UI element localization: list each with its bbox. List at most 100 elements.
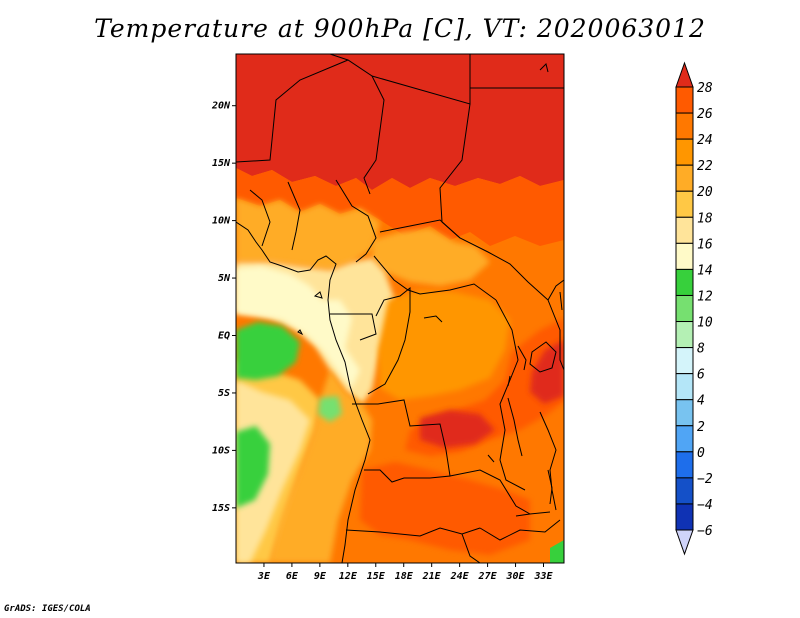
lake-kariba [515, 513, 531, 517]
colorbar-segment [675, 216, 694, 244]
lake-victoria [529, 341, 557, 373]
colorbar-over-arrow [675, 61, 694, 88]
colorbar-label: 14 [697, 263, 713, 278]
x-tick-label: 30E [506, 571, 526, 582]
border-west-2 [287, 181, 301, 251]
field-region-16-18-ocean [236, 380, 310, 563]
x-tick-label: 21E [422, 571, 442, 582]
colorbar-label: −6 [697, 524, 713, 539]
y-tick-label: 20N [211, 101, 231, 112]
colorbar-label: 28 [697, 81, 713, 96]
border-mozambique [479, 519, 561, 541]
colorbar-segment [675, 112, 694, 140]
colorbar-label: −4 [697, 498, 713, 513]
colorbar-segment [675, 164, 694, 192]
colorbar-segment [675, 373, 694, 401]
colorbar-label: 18 [697, 211, 713, 226]
border-congo [367, 286, 411, 395]
border-car [379, 219, 549, 301]
colorbar-label: 6 [697, 368, 705, 383]
border-east-2 [547, 299, 564, 371]
colorbar-segment [675, 503, 694, 531]
lake-kivu [507, 375, 511, 387]
colorbar-label: 2 [697, 420, 705, 435]
y-tick-label: 10S [212, 445, 230, 456]
country-borders [236, 54, 564, 563]
lake-albert [517, 345, 527, 371]
field-region-over-28-drc [420, 410, 495, 448]
y-tick-label: 5N [218, 273, 231, 284]
border-car-south [373, 255, 497, 301]
field-region-22-24-basin [378, 290, 510, 400]
colorbar-label: 8 [697, 342, 705, 357]
colorbar-segment [675, 138, 694, 166]
field-region-12-14-se-patch [550, 540, 564, 563]
lake-mweru [487, 454, 495, 463]
colorbar-segment [675, 242, 694, 270]
x-tick-label: 15E [367, 571, 386, 582]
colorbar-segment [675, 190, 694, 218]
border-east-1 [547, 279, 564, 301]
field-region-12-16-ocean-north [236, 322, 300, 380]
colorbar-segment [675, 86, 694, 114]
island-bioko [313, 291, 323, 299]
colorbar-segment [675, 451, 694, 479]
x-tick-label: 24E [450, 571, 470, 582]
colorbar-label: 22 [697, 159, 713, 174]
border-cameroon-gabon [330, 313, 377, 341]
y-axis: 20N 15N 10N 5N EQ 5S 10S 15S [211, 101, 236, 514]
border-north-2 [329, 54, 349, 61]
colorbar-label: 16 [697, 237, 713, 252]
map-frame [235, 53, 565, 564]
coastline-west [236, 221, 371, 563]
temperature-field [236, 54, 564, 563]
island-saotome [297, 329, 304, 336]
y-tick-label: 5S [218, 388, 230, 399]
x-tick-label: 33E [533, 571, 553, 582]
colorbar-label: 24 [697, 133, 713, 148]
border-zambia [449, 469, 551, 515]
x-tick-label: 3E [257, 571, 271, 582]
colorbar-label: 4 [697, 394, 705, 409]
y-tick-label: 10N [212, 216, 231, 227]
border-west-1 [249, 189, 271, 247]
field-region-24-28-south [360, 462, 530, 555]
border-west-3 [335, 179, 377, 263]
x-tick-label: 12E [339, 571, 358, 582]
x-axis: 3E 6E 9E 12E 15E 18E 21E 24E 27E 30E 33E [257, 563, 554, 582]
colorbar-segment [675, 347, 694, 375]
colorbar-segment [675, 321, 694, 349]
field-region-over-28-north [236, 54, 564, 190]
border-north-1 [236, 59, 385, 195]
x-tick-label: 9E [314, 571, 327, 582]
colorbar-label: 12 [697, 289, 713, 304]
border-angola-namibia [345, 527, 481, 537]
y-tick-label: EQ [218, 331, 230, 342]
red-sea-island [539, 63, 549, 73]
lake-tanganyika [507, 397, 523, 457]
field-region-26-28-sahel [236, 168, 564, 246]
border-south-1 [461, 533, 481, 563]
field-region-16-18-coast-inner [236, 266, 360, 388]
colorbar-segment [675, 425, 694, 453]
grads-credit: GrADS: IGES/COLA [4, 604, 91, 614]
colorbar-label: 20 [697, 185, 713, 200]
lake-malawi [547, 469, 553, 505]
y-tick-label: 15N [212, 158, 231, 169]
border-drc-angola [352, 399, 451, 483]
field-region-20-22-car [372, 228, 490, 286]
y-tick-label: 15S [212, 503, 230, 514]
colorbar-under-arrow [675, 529, 694, 556]
field-region-12-14-ocean-patch [318, 396, 342, 422]
colorbar-segment [675, 294, 694, 323]
lake-turkana [559, 291, 563, 311]
x-tick-label: 27E [478, 571, 498, 582]
border-drc-east [495, 299, 526, 491]
field-region-20-24-angola [270, 370, 372, 563]
x-tick-label: 6E [286, 571, 299, 582]
colorbar-label: 26 [697, 107, 713, 122]
lake-tshuapa [423, 315, 443, 323]
colorbar-segment [675, 477, 694, 505]
x-tick-label: 18E [395, 571, 414, 582]
